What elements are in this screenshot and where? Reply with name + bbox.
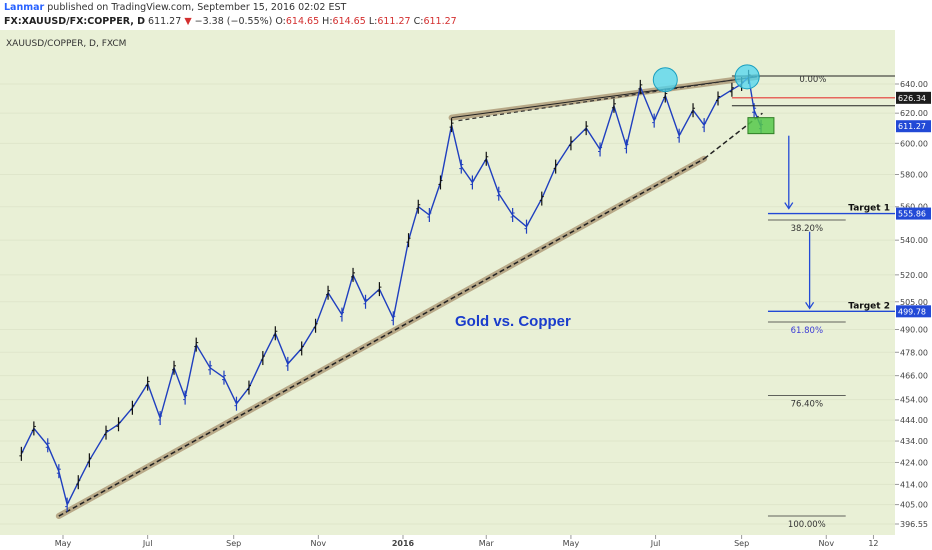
fib-levels: 0.00% 38.20% 61.80% 76.40% 100.00%: [767, 75, 846, 530]
y-tick-label: 490.00: [900, 325, 928, 334]
x-tick-label: Sep: [226, 539, 241, 548]
target-label: Target 1: [848, 204, 890, 214]
annotation-text: Gold vs. Copper: [455, 313, 571, 330]
price-label-box: [896, 91, 931, 104]
price-label-box: [896, 207, 931, 220]
y-tick-label: 620.00: [900, 109, 928, 118]
price-change: −3.38 (−0.55%): [194, 16, 273, 27]
targets: Target 1 Target 2: [767, 204, 895, 313]
symbol-line: FX:XAUUSD/FX:COPPER, D 611.27 ▼ −3.38 (−…: [4, 15, 457, 28]
x-tick-label: Nov: [311, 539, 327, 548]
high-label: H:: [322, 16, 333, 27]
target1-arrowhead: [784, 202, 794, 210]
y-tick-label: 466.00: [900, 372, 928, 381]
price-chart[interactable]: 640.00 620.00 600.00 580.00 560.00 540.00 520.…: [0, 30, 932, 550]
resistance-line: [451, 76, 757, 119]
price-label-text: 626.34: [898, 94, 926, 103]
plot-background: [0, 30, 895, 535]
fib-label: 100.00%: [788, 520, 826, 530]
x-tick-label: 2016: [392, 539, 415, 548]
fib-label: 0.00%: [799, 75, 826, 85]
down-arrow-icon: ▼: [184, 16, 192, 27]
price-label-text: 555.86: [898, 210, 926, 219]
price-label-box: [896, 305, 931, 318]
x-tick-label: Jul: [142, 539, 153, 548]
y-tick-label: 444.00: [900, 416, 928, 425]
legend-label: XAUUSD/COPPER, D, FXCM: [6, 39, 126, 49]
series-line: [20, 75, 762, 507]
x-tick-label: Mar: [479, 539, 495, 548]
low-label: L:: [368, 16, 378, 27]
y-tick-label: 424.00: [900, 458, 928, 467]
publish-header: Lanmar published on TradingView.com, Sep…: [0, 0, 932, 30]
highs-dashed-line: [458, 76, 755, 122]
y-tick-label: 414.00: [900, 480, 928, 489]
x-axis-ticks: May Jul Sep Nov 2016 Mar May Jul Sep Nov 12: [55, 535, 879, 548]
author-link[interactable]: Lanmar: [4, 2, 45, 13]
price-axis: [895, 30, 932, 550]
time-axis: [0, 535, 895, 550]
price-labels: 626.34 611.27 555.86 499.78: [896, 91, 931, 318]
y-tick-label: 405.00: [900, 501, 928, 510]
x-tick-label: May: [55, 539, 72, 548]
breakout-box: [747, 117, 775, 135]
y-tick-label: 478.00: [900, 348, 928, 357]
x-tick-label: May: [563, 539, 580, 548]
x-tick-label: Jul: [650, 539, 661, 548]
x-tick-label: 12: [868, 539, 878, 548]
grid: [0, 83, 895, 525]
last-price: 611.27: [148, 16, 182, 27]
y-tick-label: 520.00: [900, 271, 928, 280]
y-tick-label: 560.00: [900, 203, 928, 212]
high-value: 614.65: [332, 16, 366, 27]
y-tick-label: 540.00: [900, 236, 928, 245]
published-text: published on TradingView.com, September …: [47, 2, 347, 13]
publish-line: Lanmar published on TradingView.com, Sep…: [4, 1, 346, 14]
y-tick-label: 454.00: [900, 396, 928, 405]
overlay-drawings: [652, 64, 895, 310]
y-tick-label: 434.00: [900, 437, 928, 446]
y-tick-label: 640.00: [900, 80, 928, 89]
target-label: Target 2: [848, 301, 890, 311]
target2-arrowhead: [805, 301, 815, 310]
drawings: [55, 73, 763, 520]
close-value: 611.27: [423, 16, 457, 27]
y-tick-label: 600.00: [900, 139, 928, 148]
price-label-box: [896, 120, 931, 133]
support-extension: [703, 112, 763, 160]
y-tick-label: 580.00: [900, 170, 928, 179]
price-label-text: 611.27: [898, 122, 926, 131]
close-label: C:: [413, 16, 424, 27]
fib-label: 76.40%: [791, 400, 823, 410]
y-axis-ticks: 640.00 620.00 600.00 580.00 560.00 540.00 520.…: [895, 80, 928, 529]
low-value: 611.27: [377, 16, 411, 27]
fib-label: 38.20%: [791, 224, 823, 234]
top-circle-1: [652, 67, 678, 93]
top-circle-2: [734, 64, 760, 90]
x-tick-label: Sep: [734, 539, 749, 548]
y-tick-label: 396.55: [900, 520, 928, 529]
y-tick-label: 505.00: [900, 298, 928, 307]
x-tick-label: Nov: [818, 539, 834, 548]
open-value: 614.65: [285, 16, 320, 27]
symbol-label[interactable]: FX:XAUUSD/FX:COPPER, D: [4, 16, 145, 27]
support-line: [58, 158, 705, 517]
price-label-text: 499.78: [898, 307, 926, 316]
fib-label: 61.80%: [791, 326, 823, 336]
open-label: O:: [275, 16, 286, 27]
